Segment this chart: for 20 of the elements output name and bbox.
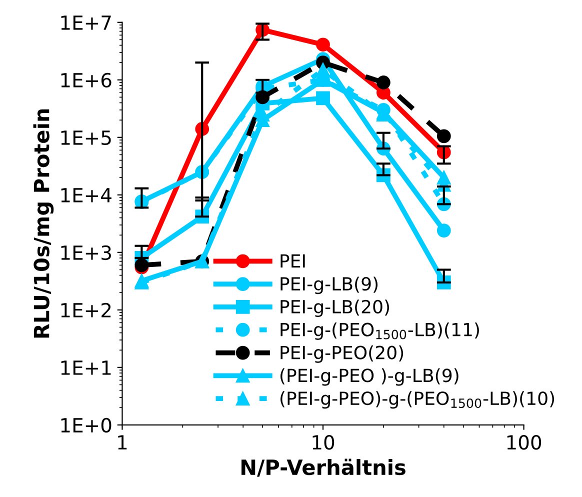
legend-label: PEI-g-PEO(20): [280, 345, 404, 363]
x-tick-label: 1: [118, 435, 127, 450]
x-tick-label: 10: [312, 435, 334, 450]
legend-label: (PEI-g-PEO )-g-LB(9): [280, 368, 458, 386]
y-axis-title: RLU/10s/mg Protein: [33, 109, 54, 338]
y-tick-label: 1E+1: [61, 360, 111, 375]
legend-label: (PEI-g-PEO)-g-(PEO$_{1500}$-LB)(10): [280, 391, 554, 409]
x-axis-title: N/P-Verhältnis: [242, 458, 406, 477]
legend-label: PEI-g-LB(20): [280, 300, 390, 318]
y-tick-label: 1E+5: [61, 130, 111, 146]
x-tick-label: 100: [507, 435, 542, 450]
y-tick-label: 1E+7: [61, 16, 111, 30]
y-tick-label: 1E+2: [61, 302, 111, 318]
y-tick-label: 1E+4: [61, 188, 112, 202]
y-tick-label: 1E+6: [61, 72, 112, 88]
legend-label: PEI: [280, 254, 305, 268]
legend-label: PEI-g-(PEO$_{1500}$-LB)(11): [280, 322, 479, 340]
y-tick-label: 1E+0: [61, 418, 112, 433]
legend-label: PEI-g-LB(9): [280, 276, 378, 294]
y-tick-label: 1E+3: [61, 245, 111, 260]
